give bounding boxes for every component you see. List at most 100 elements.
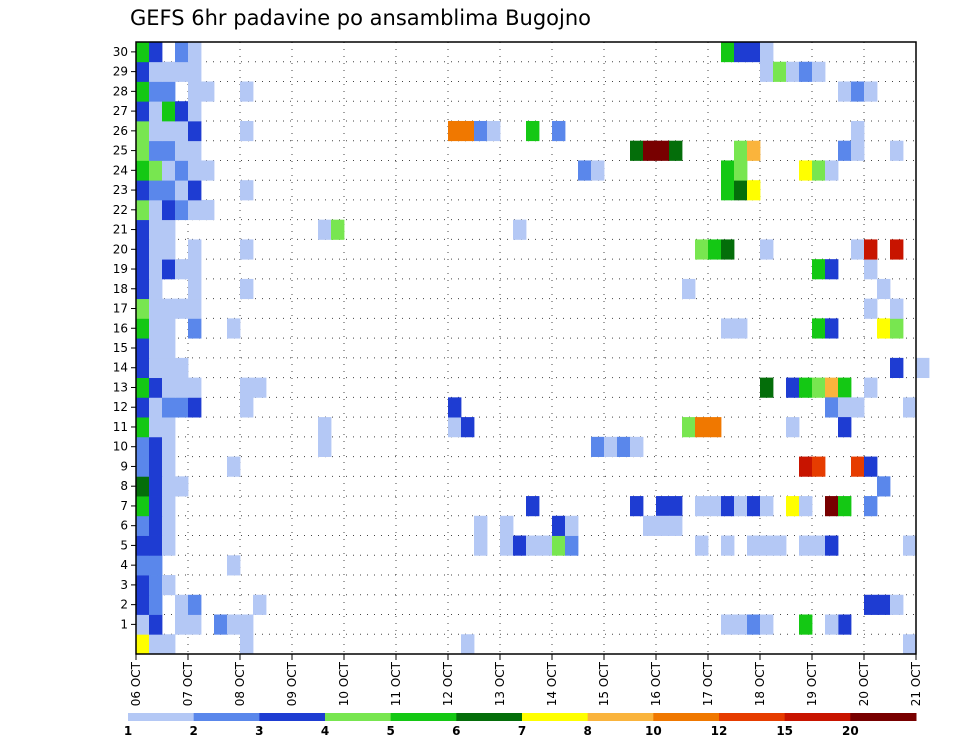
precip-cell xyxy=(188,42,202,63)
precip-cell xyxy=(188,594,202,615)
colorbar-label: 20 xyxy=(842,724,859,738)
precip-cell xyxy=(864,259,878,280)
y-tick-label: 8 xyxy=(120,479,128,493)
precip-cell xyxy=(149,298,163,319)
precip-cell xyxy=(825,535,839,556)
precip-cell xyxy=(877,476,891,497)
precip-cell xyxy=(240,81,254,102)
precip-cell xyxy=(877,278,891,300)
precip-cell xyxy=(136,417,150,438)
x-tick-label: 11 OCT xyxy=(389,661,403,706)
precip-cell xyxy=(864,594,878,615)
precip-cell xyxy=(188,180,202,201)
precip-cell xyxy=(487,120,501,142)
precip-cell xyxy=(162,634,176,655)
precip-cell xyxy=(175,42,189,63)
precip-cell xyxy=(188,199,202,221)
precip-cell xyxy=(864,377,878,398)
y-tick-label: 30 xyxy=(113,45,128,59)
precip-cell xyxy=(162,101,176,122)
precip-cell xyxy=(136,614,150,635)
precip-cell xyxy=(890,318,904,339)
precip-cell xyxy=(175,397,189,418)
precip-cell xyxy=(149,318,163,339)
precip-cell xyxy=(188,278,202,300)
precip-cell xyxy=(149,436,163,457)
precip-cell xyxy=(136,160,150,181)
precip-cell xyxy=(149,515,163,536)
precip-cell xyxy=(838,417,852,438)
precip-cell xyxy=(747,42,761,63)
precip-cell xyxy=(188,298,202,319)
precip-cell xyxy=(188,140,202,161)
precip-cell xyxy=(799,61,813,82)
precip-cell xyxy=(838,397,852,418)
precip-cell xyxy=(162,259,176,280)
precip-cell xyxy=(799,160,813,181)
precip-cell xyxy=(630,436,644,457)
precip-cell xyxy=(682,417,696,438)
x-axis-ticks: 06 OCT 07 OCT 08 OCT 09 OCT 10 OCT 11 OCT 12 O… xyxy=(129,654,923,706)
colorbar-segment xyxy=(850,713,917,721)
x-tick-label: 17 OCT xyxy=(701,661,715,706)
precip-cell xyxy=(201,160,215,181)
precip-cell xyxy=(825,259,839,280)
precip-cell xyxy=(175,594,189,615)
precip-cell xyxy=(760,535,774,556)
precip-cell xyxy=(526,120,540,142)
precip-cell xyxy=(149,456,163,477)
precip-cell xyxy=(149,239,163,260)
precip-cell xyxy=(149,199,163,221)
x-tick-label: 16 OCT xyxy=(649,661,663,706)
precip-cell xyxy=(136,456,150,477)
precip-cell xyxy=(240,180,254,201)
precip-cell xyxy=(162,81,176,102)
precip-cell xyxy=(149,180,163,201)
precip-cell xyxy=(851,397,865,418)
precip-cell xyxy=(162,397,176,418)
precip-cell xyxy=(136,397,150,418)
x-tick-label: 09 OCT xyxy=(285,661,299,706)
precip-cell xyxy=(903,535,917,556)
colorbar-label: 8 xyxy=(583,724,591,738)
precip-cell xyxy=(812,456,826,477)
precip-cell xyxy=(175,180,189,201)
x-tick-label: 06 OCT xyxy=(129,661,143,706)
precip-cell xyxy=(825,397,839,418)
precip-cell xyxy=(721,614,735,635)
precip-cell xyxy=(318,219,332,240)
precip-cell xyxy=(201,81,215,102)
y-tick-label: 16 xyxy=(113,321,128,335)
precip-cell xyxy=(188,614,202,635)
y-tick-label: 10 xyxy=(113,440,128,454)
y-tick-label: 11 xyxy=(113,420,128,434)
precip-cell xyxy=(136,219,150,240)
colorbar: 1 2 3 4 5 6 7 8 10 12 15 20 xyxy=(124,713,917,738)
precip-cell xyxy=(565,535,579,556)
precip-cell xyxy=(851,120,865,142)
precip-cell xyxy=(227,614,241,635)
precip-cell xyxy=(786,417,800,438)
precip-cell xyxy=(162,417,176,438)
y-tick-label: 2 xyxy=(120,598,128,612)
y-tick-label: 23 xyxy=(113,183,128,197)
precip-cell xyxy=(656,496,670,517)
x-tick-label: 08 OCT xyxy=(233,661,247,706)
precip-cell xyxy=(149,81,163,102)
precip-cell xyxy=(188,239,202,260)
colorbar-segment xyxy=(784,713,851,721)
y-tick-label: 4 xyxy=(120,558,128,572)
precip-cell xyxy=(526,535,540,556)
precip-cell xyxy=(851,81,865,102)
precip-cell xyxy=(734,496,748,517)
precip-cell xyxy=(136,377,150,398)
y-tick-label: 9 xyxy=(120,459,128,473)
precip-cell xyxy=(149,61,163,82)
precip-cell xyxy=(188,61,202,82)
precip-cell xyxy=(227,456,241,477)
precip-cell xyxy=(227,555,241,576)
precip-cell xyxy=(578,160,592,181)
precip-cell xyxy=(240,614,254,635)
precip-cell xyxy=(188,101,202,122)
x-tick-label: 19 OCT xyxy=(805,661,819,706)
